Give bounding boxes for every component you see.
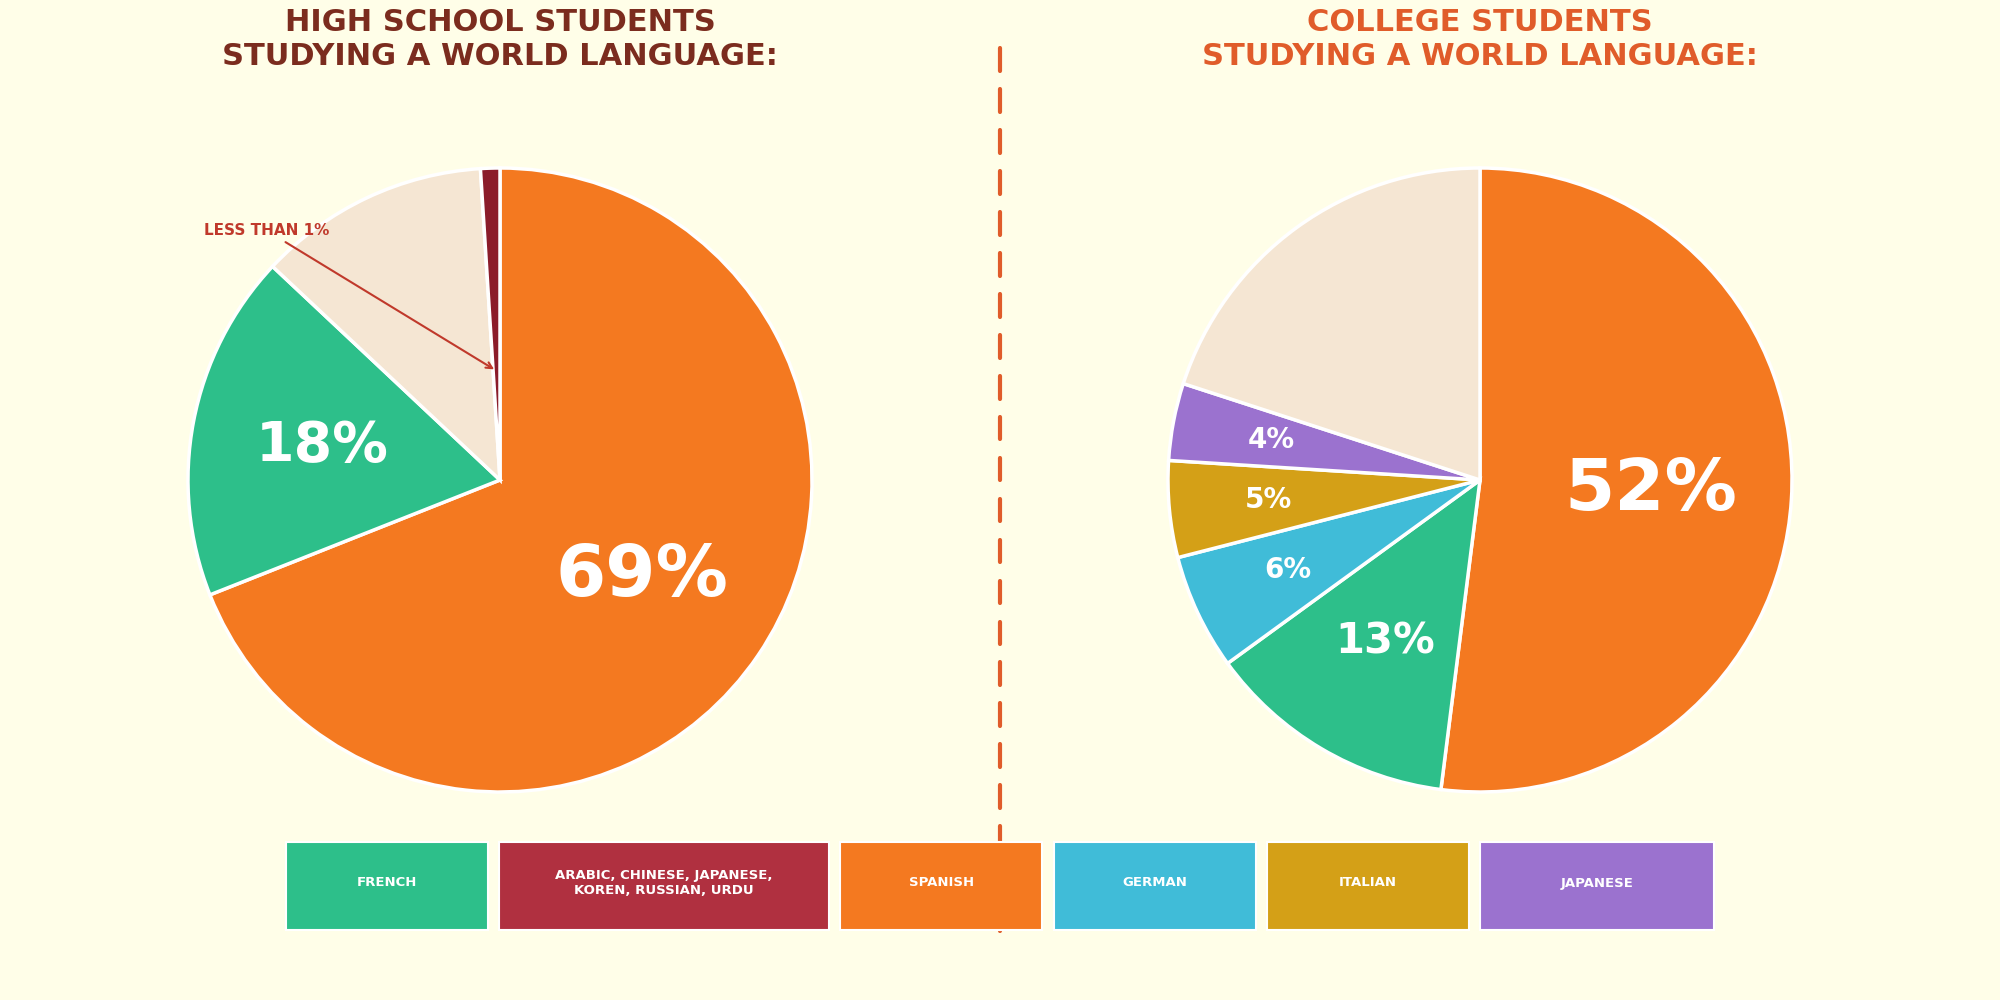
- FancyBboxPatch shape: [500, 842, 828, 930]
- Text: 13%: 13%: [1334, 620, 1434, 662]
- Text: SPANISH: SPANISH: [908, 876, 974, 890]
- FancyBboxPatch shape: [1480, 842, 1714, 930]
- Wedge shape: [210, 168, 812, 792]
- Wedge shape: [188, 266, 500, 595]
- Text: FRENCH: FRENCH: [356, 876, 416, 890]
- Text: ITALIAN: ITALIAN: [1340, 876, 1396, 890]
- Text: GERMAN: GERMAN: [1122, 876, 1188, 890]
- Text: 6%: 6%: [1264, 556, 1312, 584]
- Text: JAPANESE: JAPANESE: [1560, 876, 1634, 890]
- Title: COLLEGE STUDENTS
STUDYING A WORLD LANGUAGE:: COLLEGE STUDENTS STUDYING A WORLD LANGUA…: [1202, 8, 1758, 71]
- Wedge shape: [480, 168, 500, 480]
- FancyBboxPatch shape: [840, 842, 1042, 930]
- FancyBboxPatch shape: [286, 842, 488, 930]
- FancyBboxPatch shape: [1268, 842, 1468, 930]
- Title: HIGH SCHOOL STUDENTS
STUDYING A WORLD LANGUAGE:: HIGH SCHOOL STUDENTS STUDYING A WORLD LA…: [222, 8, 778, 71]
- Text: 52%: 52%: [1564, 456, 1738, 525]
- Text: 18%: 18%: [256, 419, 388, 473]
- Wedge shape: [1178, 480, 1480, 663]
- FancyBboxPatch shape: [1054, 842, 1256, 930]
- Wedge shape: [1184, 168, 1480, 480]
- Text: LESS THAN 1%: LESS THAN 1%: [204, 223, 492, 368]
- Text: 5%: 5%: [1246, 486, 1292, 514]
- Wedge shape: [272, 169, 500, 480]
- Wedge shape: [1440, 168, 1792, 792]
- Text: 4%: 4%: [1248, 426, 1296, 454]
- Text: ARABIC, CHINESE, JAPANESE,
KOREN, RUSSIAN, URDU: ARABIC, CHINESE, JAPANESE, KOREN, RUSSIA…: [556, 868, 772, 898]
- Wedge shape: [1228, 480, 1480, 790]
- Text: 69%: 69%: [556, 542, 728, 611]
- Wedge shape: [1168, 384, 1480, 480]
- Wedge shape: [1168, 460, 1480, 558]
